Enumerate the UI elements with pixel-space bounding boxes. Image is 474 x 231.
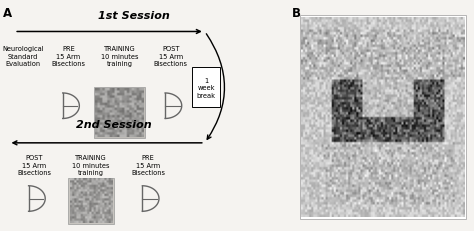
- Text: 2nd Session: 2nd Session: [76, 120, 152, 130]
- FancyBboxPatch shape: [192, 68, 220, 107]
- Text: PRE
15 Arm
Bisections: PRE 15 Arm Bisections: [131, 155, 165, 175]
- Text: 1st Session: 1st Session: [98, 11, 170, 21]
- Text: PRE
15 Arm
Bisections: PRE 15 Arm Bisections: [51, 46, 85, 67]
- Bar: [300, 16, 466, 219]
- Text: POST
15 Arm
Bisections: POST 15 Arm Bisections: [17, 155, 51, 175]
- Bar: [68, 178, 114, 224]
- Text: 1
week
break: 1 week break: [197, 77, 216, 98]
- Text: A: A: [3, 7, 12, 20]
- Text: POST
15 Arm
Bisections: POST 15 Arm Bisections: [154, 46, 188, 67]
- Bar: [94, 88, 145, 139]
- Text: B: B: [292, 7, 301, 20]
- Text: TRAINING
10 minutes
training: TRAINING 10 minutes training: [100, 46, 138, 67]
- Text: Neurological
Standard
Evaluation: Neurological Standard Evaluation: [2, 46, 44, 67]
- Text: TRAINING
10 minutes
training: TRAINING 10 minutes training: [72, 155, 110, 175]
